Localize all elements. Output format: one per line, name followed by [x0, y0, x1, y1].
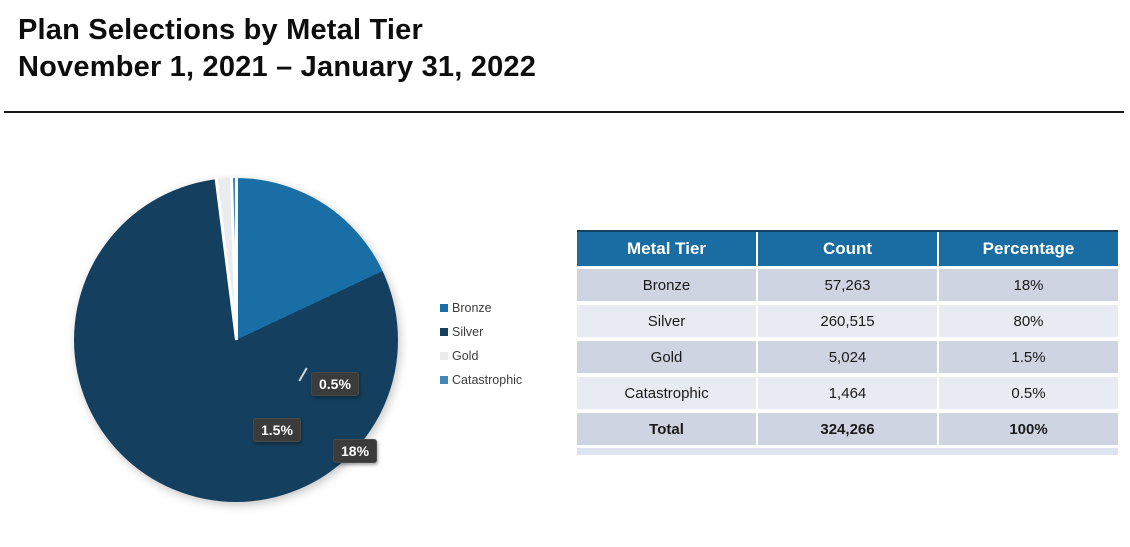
legend-item-catastrophic: Catastrophic [440, 368, 522, 392]
bronze-swatch-icon [440, 304, 448, 312]
legend-item-gold: Gold [440, 344, 522, 368]
cell-count: 1,464 [758, 377, 937, 409]
cell-tier: Bronze [577, 269, 756, 301]
table-body: Bronze 57,263 18% Silver 260,515 80% Gol… [577, 269, 1118, 445]
pie-chart-area: 0.5% 1.5% 18% 80% [74, 177, 398, 502]
title-underline [4, 111, 1124, 113]
cell-percentage: 0.5% [939, 377, 1118, 409]
report-title: Plan Selections by Metal Tier November 1… [18, 12, 536, 86]
table-bottom-strip [577, 448, 1118, 455]
table-total-row: Total 324,266 100% [577, 413, 1118, 445]
pie-label-catastrophic: 0.5% [311, 372, 359, 396]
gold-swatch-icon [440, 352, 448, 360]
legend-item-silver: Silver [440, 320, 522, 344]
legend-label: Silver [452, 325, 484, 339]
header-count: Count [758, 232, 937, 266]
legend-label: Catastrophic [452, 373, 523, 387]
cell-tier: Silver [577, 305, 756, 337]
header-metal-tier: Metal Tier [577, 232, 756, 266]
silver-swatch-icon [440, 328, 448, 336]
table-top-border [577, 230, 1118, 232]
table-row: Catastrophic 1,464 0.5% [577, 377, 1118, 409]
cell-total-label: Total [577, 413, 756, 445]
header-percentage: Percentage [939, 232, 1118, 266]
cell-tier: Gold [577, 341, 756, 373]
table-row: Silver 260,515 80% [577, 305, 1118, 337]
legend-label: Gold [452, 349, 479, 363]
cell-percentage: 1.5% [939, 341, 1118, 373]
legend-label: Bronze [452, 301, 492, 315]
cell-count: 260,515 [758, 305, 937, 337]
cell-percentage: 80% [939, 305, 1118, 337]
cell-percentage: 18% [939, 269, 1118, 301]
metal-tier-table: Metal Tier Count Percentage Bronze 57,26… [577, 230, 1118, 455]
slice-separator [234, 177, 238, 340]
title-line-1: Plan Selections by Metal Tier [18, 14, 423, 46]
legend-item-bronze: Bronze [440, 296, 522, 320]
table-header-row: Metal Tier Count Percentage [577, 232, 1118, 266]
cell-tier: Catastrophic [577, 377, 756, 409]
title-line-2: November 1, 2021 – January 31, 2022 [18, 51, 537, 83]
cell-count: 5,024 [758, 341, 937, 373]
cell-total-count: 324,266 [758, 413, 937, 445]
table-row: Gold 5,024 1.5% [577, 341, 1118, 373]
table-row: Bronze 57,263 18% [577, 269, 1118, 301]
cell-count: 57,263 [758, 269, 937, 301]
cell-total-percentage: 100% [939, 413, 1118, 445]
pie-label-gold: 1.5% [253, 418, 301, 442]
pie-label-bronze: 18% [333, 439, 378, 463]
catastrophic-swatch-icon [440, 376, 448, 384]
chart-legend: Bronze Silver Gold Catastrophic [440, 296, 522, 392]
